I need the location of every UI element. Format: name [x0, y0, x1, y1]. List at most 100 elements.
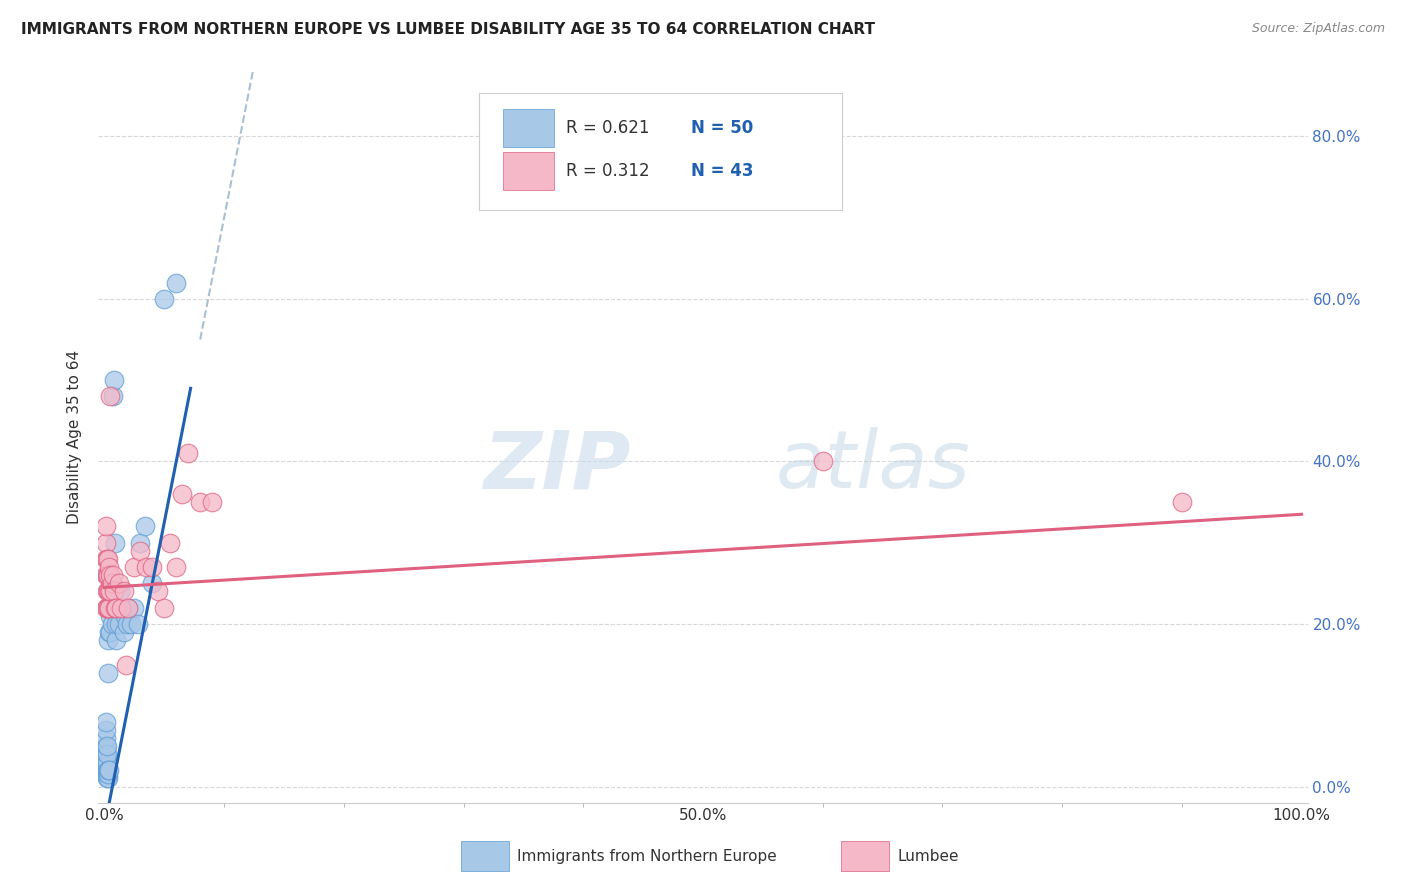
Point [94, 739, 117, 753]
Point [98, 600, 121, 615]
Point [105, 600, 128, 615]
Text: IMMIGRANTS FROM NORTHERN EUROPE VS LUMBEE DISABILITY AGE 35 TO 64 CORRELATION CH: IMMIGRANTS FROM NORTHERN EUROPE VS LUMBE… [21, 22, 875, 37]
Point [94, 600, 117, 615]
Point [103, 584, 125, 599]
Text: atlas: atlas [776, 427, 970, 506]
Point [141, 576, 163, 591]
Point [103, 373, 125, 387]
Text: R = 0.621: R = 0.621 [567, 119, 650, 136]
Point [153, 600, 176, 615]
Point [96, 739, 118, 753]
Point [96, 767, 118, 781]
Text: N = 43: N = 43 [690, 161, 754, 180]
Point [114, 608, 136, 623]
Point [811, 454, 834, 468]
Point [117, 600, 139, 615]
Text: Immigrants from Northern Europe: Immigrants from Northern Europe [517, 849, 778, 863]
Point [94, 731, 117, 745]
FancyBboxPatch shape [479, 94, 842, 211]
Point [96, 568, 118, 582]
Point [112, 625, 135, 640]
Point [172, 487, 194, 501]
Point [97, 552, 120, 566]
Point [100, 576, 122, 591]
Point [96, 552, 118, 566]
Point [97, 772, 120, 786]
Point [124, 560, 146, 574]
Point [188, 495, 211, 509]
Point [94, 535, 117, 549]
Point [105, 617, 128, 632]
Point [98, 560, 121, 574]
Point [100, 608, 122, 623]
Point [96, 764, 118, 778]
Point [97, 568, 120, 582]
Point [100, 617, 122, 632]
Point [97, 767, 120, 781]
Point [94, 568, 117, 582]
Point [98, 625, 121, 640]
Text: ZIP: ZIP [484, 427, 630, 506]
Point [97, 665, 120, 680]
Point [98, 584, 121, 599]
Point [96, 772, 118, 786]
Point [96, 584, 118, 599]
Point [110, 600, 132, 615]
Point [96, 759, 118, 773]
Point [127, 617, 149, 632]
Point [96, 600, 118, 615]
Point [94, 747, 117, 761]
Point [94, 764, 117, 778]
Point [134, 519, 156, 533]
Point [97, 600, 120, 615]
Point [165, 560, 187, 574]
Point [97, 633, 120, 648]
Point [94, 759, 117, 773]
Point [94, 755, 117, 769]
Point [101, 568, 124, 582]
Point [107, 600, 129, 615]
Point [94, 714, 117, 729]
Point [97, 584, 120, 599]
Point [94, 743, 117, 757]
Point [107, 617, 129, 632]
Point [129, 544, 152, 558]
Text: Source: ZipAtlas.com: Source: ZipAtlas.com [1251, 22, 1385, 36]
Point [115, 657, 138, 672]
Point [98, 600, 121, 615]
Point [104, 600, 127, 615]
Point [115, 617, 138, 632]
Point [94, 519, 117, 533]
Point [112, 584, 135, 599]
Point [94, 723, 117, 737]
Point [94, 552, 117, 566]
Point [100, 568, 122, 582]
Point [100, 625, 122, 640]
Text: N = 50: N = 50 [690, 119, 754, 136]
Point [100, 584, 122, 599]
Point [98, 764, 121, 778]
Point [100, 600, 122, 615]
Point [111, 600, 134, 615]
Point [105, 633, 128, 648]
Point [148, 584, 170, 599]
Point [101, 389, 124, 403]
Point [124, 600, 146, 615]
Point [141, 560, 163, 574]
Point [104, 535, 127, 549]
Text: Lumbee: Lumbee [897, 849, 959, 863]
Point [97, 764, 120, 778]
Point [120, 617, 142, 632]
Point [129, 535, 152, 549]
Point [1171, 495, 1194, 509]
Point [96, 755, 118, 769]
Point [159, 535, 181, 549]
Point [153, 292, 176, 306]
Point [201, 495, 224, 509]
Point [96, 747, 118, 761]
Point [165, 276, 187, 290]
FancyBboxPatch shape [503, 152, 554, 190]
Point [94, 751, 117, 765]
Point [107, 576, 129, 591]
Text: R = 0.312: R = 0.312 [567, 161, 650, 180]
